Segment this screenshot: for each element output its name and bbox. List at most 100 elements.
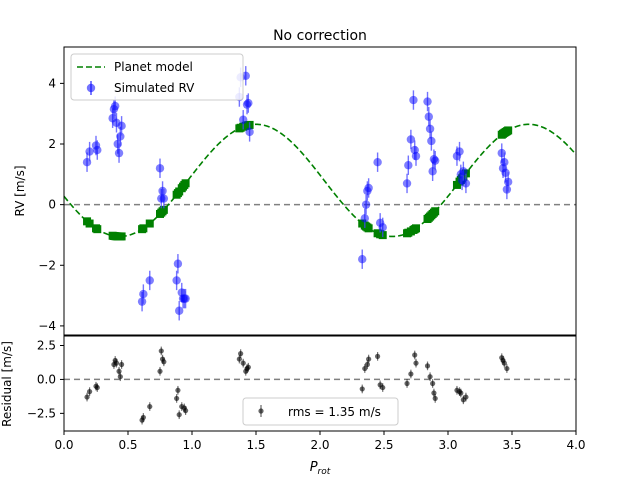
residual-point	[375, 353, 381, 359]
residual-point	[359, 386, 365, 392]
rv-point	[404, 161, 413, 170]
residual-point	[240, 360, 246, 366]
residual-y-tick-label: −2.5	[27, 406, 56, 420]
residual-point	[408, 371, 414, 377]
x-tick-label: 0.5	[118, 438, 137, 452]
rv-point	[93, 145, 102, 155]
planet-model-marker	[181, 179, 190, 188]
rv-y-axis: 4 2 0 −2 −4	[38, 76, 64, 333]
residual-point	[140, 414, 146, 421]
rv-point	[239, 115, 248, 124]
x-tick-label: 3.5	[502, 438, 521, 452]
x-tick-label: 1.0	[182, 438, 201, 452]
legend-simulated-rv-label: Simulated RV	[114, 81, 195, 95]
rv-point	[406, 135, 416, 144]
rv-plot-area	[63, 66, 577, 321]
residual-point	[412, 352, 418, 358]
rv-point	[145, 276, 154, 285]
residual-point	[119, 361, 125, 368]
residual-point	[362, 365, 368, 372]
x-tick-label: 4.0	[566, 438, 585, 452]
rms-legend: rms = 1.35 m/s	[242, 397, 399, 426]
rv-point	[117, 121, 126, 131]
residual-point	[501, 360, 507, 366]
residual-point	[427, 374, 433, 380]
x-tick-label: 2.0	[310, 438, 329, 452]
rv-point	[175, 306, 184, 315]
residual-point	[463, 394, 469, 400]
rv-legend: Planet model Simulated RV	[70, 53, 244, 101]
residual-point	[147, 403, 153, 410]
residual-y-axis-label: Residual [m/s]	[0, 341, 14, 427]
planet-model-marker	[85, 219, 94, 228]
rv-point	[245, 127, 254, 137]
rv-point	[373, 158, 382, 167]
rv-y-axis-label: RV [m/s]	[13, 165, 27, 216]
residual-panel: 2.5 0.0 −2.5 0.0 0.5 1.0 1.5 2.0 2.5 3.0 3.5 4.0 R…	[0, 335, 586, 477]
planet-model-marker	[364, 224, 373, 233]
rv-point	[139, 289, 148, 299]
x-tick-label: 2.5	[374, 438, 393, 452]
rv-point	[423, 97, 432, 106]
residual-point	[183, 408, 189, 414]
residual-plot-area	[64, 346, 576, 425]
rv-point	[431, 156, 440, 165]
rv-point	[459, 167, 468, 176]
rv-point	[502, 185, 512, 194]
residual-y-tick-label: 0.0	[37, 372, 56, 386]
residual-point	[430, 380, 436, 387]
planet-model-marker	[93, 225, 102, 234]
rms-legend-box	[242, 397, 399, 426]
rv-point	[402, 179, 412, 188]
residual-point	[238, 351, 244, 357]
planet-model-marker	[412, 224, 420, 233]
residual-point	[458, 390, 464, 396]
legend-planet-model-label: Planet model	[114, 60, 193, 74]
residual-point	[158, 348, 164, 354]
rv-point	[172, 276, 181, 285]
rms-legend-marker	[258, 408, 264, 414]
residual-point	[176, 412, 182, 418]
rv-point	[500, 158, 509, 167]
planet-model-marker	[431, 207, 440, 216]
planet-model-marker	[159, 205, 168, 214]
rv-point	[244, 98, 253, 108]
rv-y-tick-label: −4	[38, 319, 56, 333]
rv-panel: No correction 4 2 0 −2 −4 RV [m/s] Planet mo…	[13, 28, 577, 336]
residual-x-axis: 0.0 0.5 1.0 1.5 2.0 2.5 3.0 3.5 4.0	[54, 431, 586, 452]
rv-point	[155, 164, 165, 173]
rv-point	[241, 71, 250, 81]
rv-point	[424, 112, 433, 121]
legend-simulated-rv-marker	[86, 83, 96, 93]
rv-point	[358, 255, 367, 264]
rv-point	[364, 183, 373, 193]
rv-point	[137, 297, 147, 306]
rv-point	[360, 214, 369, 223]
rv-point	[116, 132, 125, 141]
residual-point	[174, 395, 180, 402]
rv-point	[461, 179, 471, 188]
residual-point	[432, 395, 438, 402]
rv-point	[503, 177, 513, 187]
rv-point	[159, 194, 169, 203]
planet-model-marker	[117, 232, 126, 241]
x-tick-label: 1.5	[246, 438, 265, 452]
residual-point	[504, 365, 510, 372]
planet-model-marker	[145, 219, 154, 228]
rv-point	[378, 223, 387, 232]
x-tick-label: 0.0	[54, 438, 73, 452]
rv-point	[181, 294, 190, 303]
rv-point	[361, 200, 371, 209]
x-tick-label: 3.0	[438, 438, 457, 452]
residual-point	[113, 360, 120, 366]
residual-point	[413, 360, 419, 366]
rv-point	[425, 124, 435, 134]
rv-point	[409, 95, 418, 105]
rv-point	[111, 101, 120, 111]
rv-point	[173, 259, 183, 268]
residual-point	[404, 380, 410, 387]
residual-point	[245, 364, 251, 370]
residual-y-axis: 2.5 0.0 −2.5	[27, 339, 64, 420]
residual-point	[424, 363, 431, 369]
